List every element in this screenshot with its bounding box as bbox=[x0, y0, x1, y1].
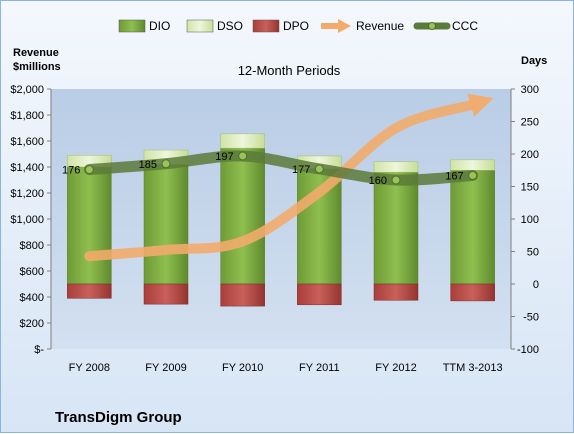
bar-dio bbox=[297, 168, 342, 285]
legend-label-revenue: Revenue bbox=[356, 19, 404, 33]
left-tick-label: $1,200 bbox=[10, 188, 44, 200]
bar-dso bbox=[373, 161, 419, 173]
revenue-line bbox=[84, 99, 478, 262]
ccc-value-label: 176 bbox=[62, 165, 80, 177]
bar-dpo bbox=[143, 283, 189, 305]
legend-swatch-dpo bbox=[252, 19, 280, 33]
company-name: TransDigm Group bbox=[55, 409, 182, 426]
bar-group bbox=[67, 133, 495, 307]
left-tick-label: $1,000 bbox=[10, 214, 44, 226]
x-tick-label: FY 2012 bbox=[375, 362, 416, 374]
right-tick-label: -50 bbox=[523, 312, 539, 324]
legend-swatch-dio bbox=[118, 19, 146, 33]
left-tick-label: $1,600 bbox=[10, 136, 44, 148]
ccc-value-label: 160 bbox=[369, 175, 387, 187]
bar-dpo bbox=[297, 283, 342, 306]
bar-dio bbox=[220, 147, 265, 285]
bar-dpo bbox=[450, 283, 495, 302]
bar-dio bbox=[450, 170, 495, 285]
legend-swatch-revenue-head bbox=[338, 19, 351, 33]
x-tick-label: FY 2011 bbox=[299, 362, 340, 374]
right-tick-label: 250 bbox=[521, 117, 539, 129]
ccc-point bbox=[238, 151, 248, 161]
left-tick-label: $200 bbox=[20, 318, 44, 330]
left-tick-label: $400 bbox=[20, 292, 44, 304]
ccc-line-layer: 176 185 197 177 160 167 bbox=[62, 150, 479, 187]
left-tick-label: $1,800 bbox=[10, 110, 44, 122]
ccc-point bbox=[84, 165, 94, 175]
bar-dpo bbox=[220, 283, 265, 307]
left-tick-label: $2,000 bbox=[10, 84, 44, 96]
legend-label-dpo: DPO bbox=[283, 19, 309, 33]
bar-dpo bbox=[373, 283, 419, 301]
bar-dso bbox=[450, 159, 495, 171]
left-tick-label: $- bbox=[34, 344, 44, 356]
bar-dio bbox=[373, 171, 419, 285]
bar-dso bbox=[220, 133, 265, 149]
legend-label-ccc: CCC bbox=[452, 19, 478, 33]
ccc-value-label: 197 bbox=[215, 151, 233, 163]
left-axis-title-line1: Revenue bbox=[13, 47, 59, 59]
revenue-line-layer bbox=[84, 93, 494, 262]
bar-dio bbox=[143, 164, 189, 285]
legend-label-dso: DSO bbox=[217, 19, 243, 33]
right-tick-label: 300 bbox=[521, 84, 539, 96]
legend-swatch-dso bbox=[186, 19, 214, 33]
x-tick-label: FY 2009 bbox=[145, 362, 186, 374]
ccc-line bbox=[83, 150, 479, 186]
ccc-value-label: 185 bbox=[139, 159, 157, 171]
ccc-value-label: 177 bbox=[292, 164, 310, 176]
right-tick-label: 0 bbox=[533, 279, 539, 291]
x-tick-label: TTM 3-2013 bbox=[443, 362, 503, 374]
ccc-point bbox=[468, 170, 478, 180]
x-axis-labels: FY 2008 FY 2009 FY 2010 FY 2011 FY 2012 TTM 3… bbox=[69, 362, 503, 374]
chart-title: 12-Month Periods bbox=[238, 63, 341, 78]
bar-dpo bbox=[67, 283, 112, 299]
ccc-point bbox=[161, 159, 171, 169]
revenue-arrowhead bbox=[467, 93, 494, 117]
left-tick-label: $600 bbox=[20, 266, 44, 278]
ccc-point bbox=[314, 164, 324, 174]
right-axis-ticks: -100 -50 0 50 100 150 200 250 300 bbox=[511, 84, 539, 356]
right-axis-title: Days bbox=[521, 55, 547, 67]
left-axis-ticks: $- $200 $400 $600 $800 $1,000 $1,200 $1,400 $1,6… bbox=[10, 84, 51, 356]
left-axis-title-line2: $millions bbox=[13, 61, 61, 73]
right-tick-label: 150 bbox=[521, 182, 539, 194]
right-tick-label: -100 bbox=[517, 344, 539, 356]
right-tick-label: 200 bbox=[521, 149, 539, 161]
x-tick-label: FY 2008 bbox=[69, 362, 110, 374]
legend-label-dio: DIO bbox=[149, 19, 170, 33]
right-tick-label: 100 bbox=[521, 214, 539, 226]
legend: DIO DSO DPO Revenue CCC bbox=[118, 19, 478, 33]
legend-swatch-ccc-dot bbox=[428, 22, 436, 30]
right-tick-label: 50 bbox=[527, 247, 539, 259]
x-tick-label: FY 2010 bbox=[222, 362, 263, 374]
ccc-value-label: 167 bbox=[445, 170, 463, 182]
ccc-point bbox=[391, 175, 401, 185]
bar-dio bbox=[67, 166, 112, 285]
left-tick-label: $1,400 bbox=[10, 162, 44, 174]
left-tick-label: $800 bbox=[20, 240, 44, 252]
